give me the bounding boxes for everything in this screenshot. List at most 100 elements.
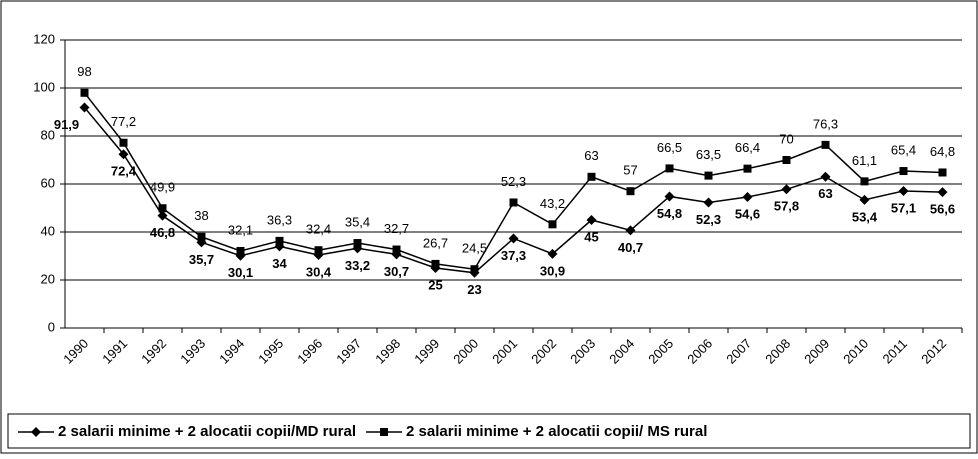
marker	[353, 239, 362, 248]
legend-box	[7, 413, 971, 449]
x-tick-label: 2007	[723, 336, 754, 367]
x-tick-label: 2003	[567, 336, 598, 367]
marker	[314, 246, 323, 255]
marker	[586, 215, 597, 225]
marker	[431, 259, 440, 268]
data-label: 43,2	[540, 196, 565, 211]
data-label: 32,1	[228, 222, 253, 237]
data-label: 70	[779, 131, 793, 146]
marker	[157, 210, 168, 221]
marker	[743, 164, 752, 173]
y-tick-label: 40	[41, 223, 55, 238]
x-tick-label: 2011	[880, 336, 910, 366]
data-label: 30,4	[306, 264, 332, 279]
marker	[79, 102, 90, 113]
x-tick-label: 1993	[177, 336, 208, 367]
marker	[781, 184, 792, 195]
x-tick-label: 1997	[333, 336, 364, 367]
marker	[899, 167, 908, 176]
marker	[898, 185, 909, 196]
legend-label: 2 salarii minime + 2 alocatii copii/MD r…	[58, 423, 356, 440]
marker	[626, 187, 635, 196]
x-tick-label: 2012	[918, 336, 949, 367]
data-label: 32,7	[384, 221, 409, 236]
marker	[625, 225, 636, 236]
marker	[820, 171, 831, 182]
data-label: 54,6	[735, 206, 760, 221]
marker	[704, 171, 713, 180]
data-label: 57,1	[891, 200, 916, 215]
marker	[937, 187, 948, 198]
data-label: 37,3	[501, 248, 526, 263]
marker	[547, 248, 558, 259]
legend-label: 2 salarii minime + 2 alocatii copii/ MS …	[406, 423, 707, 440]
x-tick-label: 2006	[684, 336, 715, 367]
marker	[509, 198, 518, 207]
marker	[821, 140, 830, 149]
data-label: 45	[584, 229, 598, 244]
data-label: 77,2	[111, 114, 136, 129]
data-label: 30,7	[384, 264, 409, 279]
data-label: 66,4	[735, 140, 760, 155]
marker	[665, 164, 674, 173]
data-label: 30,9	[540, 263, 565, 278]
data-label: 33,2	[345, 258, 370, 273]
data-label: 54,8	[657, 206, 682, 221]
marker	[197, 232, 206, 241]
marker	[392, 245, 401, 254]
data-label: 63,5	[696, 147, 721, 162]
marker	[859, 194, 870, 205]
data-label: 35,4	[345, 214, 370, 229]
data-label: 76,3	[813, 116, 838, 131]
x-tick-label: 2009	[801, 336, 832, 367]
marker	[587, 172, 596, 181]
marker	[158, 204, 167, 213]
x-tick-label: 1990	[60, 336, 91, 367]
marker	[548, 220, 557, 229]
data-label: 25	[428, 277, 442, 292]
x-tick-label: 2002	[528, 336, 559, 367]
marker	[470, 265, 479, 274]
data-label: 52,3	[501, 174, 526, 189]
data-label: 53,4	[852, 209, 878, 224]
y-tick-label: 0	[48, 319, 55, 334]
data-label: 52,3	[696, 212, 721, 227]
data-label: 38	[194, 208, 208, 223]
x-tick-label: 1995	[255, 336, 286, 367]
data-label: 72,4	[111, 164, 137, 179]
y-tick-label: 120	[33, 31, 55, 46]
y-tick-label: 100	[33, 79, 55, 94]
marker	[31, 427, 41, 437]
data-label: 63	[818, 186, 832, 201]
marker	[508, 233, 519, 244]
data-label: 30,1	[228, 265, 253, 280]
data-label: 23	[467, 282, 481, 297]
x-tick-label: 1998	[372, 336, 403, 367]
x-tick-label: 1992	[138, 336, 169, 367]
y-tick-label: 20	[41, 271, 55, 286]
x-tick-label: 1991	[99, 336, 130, 367]
data-label: 66,5	[657, 140, 682, 155]
x-tick-label: 2000	[450, 336, 481, 367]
x-tick-label: 2001	[489, 336, 520, 367]
x-tick-label: 1996	[294, 336, 325, 367]
x-tick-label: 2005	[645, 336, 676, 367]
data-label: 49,9	[150, 180, 175, 195]
x-tick-label: 2008	[762, 336, 793, 367]
y-tick-label: 60	[41, 175, 55, 190]
data-label: 64,8	[930, 144, 955, 159]
marker	[119, 138, 128, 147]
x-tick-label: 1994	[216, 336, 247, 367]
marker	[80, 88, 89, 97]
data-label: 34	[272, 256, 287, 271]
marker	[118, 149, 129, 160]
data-label: 57	[623, 163, 637, 178]
marker	[703, 197, 714, 208]
data-label: 36,3	[267, 212, 292, 227]
marker	[742, 191, 753, 202]
marker	[664, 191, 675, 202]
data-label: 46,8	[150, 225, 175, 240]
marker	[236, 246, 245, 255]
